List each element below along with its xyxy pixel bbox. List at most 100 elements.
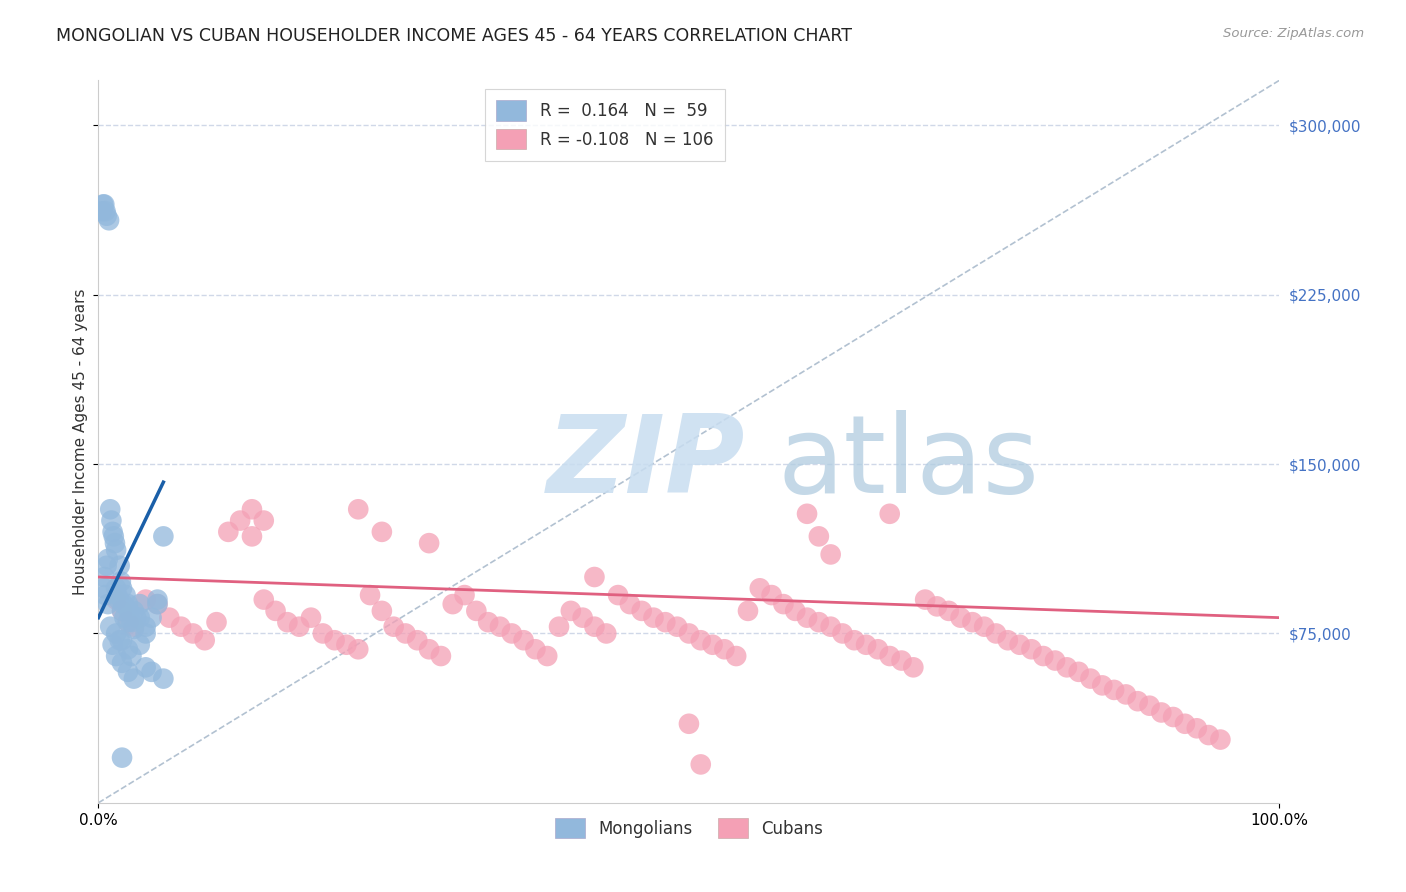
Point (253, 514, 276, 528)
Point (772, 597, 794, 611)
Point (807, 529, 830, 543)
Point (240, 502, 263, 516)
Point (122, 622, 145, 636)
Point (1139, 698, 1161, 713)
Point (107, 592, 129, 607)
Point (121, 648, 143, 663)
Point (152, 672, 174, 686)
Point (96, 558, 118, 573)
Point (103, 529, 125, 543)
Y-axis label: Householder Income Ages 45 - 64 years: Householder Income Ages 45 - 64 years (73, 288, 89, 595)
Point (1056, 660, 1078, 674)
Point (536, 648, 558, 663)
Point (93, 197, 115, 211)
Point (110, 574, 132, 589)
Point (104, 536, 127, 550)
Point (984, 626, 1007, 640)
Point (713, 642, 735, 657)
Point (571, 610, 593, 624)
Point (288, 620, 311, 634)
Point (347, 642, 370, 657)
Point (170, 620, 193, 634)
Point (111, 656, 134, 670)
Point (96, 209, 118, 223)
Point (157, 610, 180, 624)
Point (100, 514, 122, 528)
Point (938, 604, 960, 618)
Point (394, 626, 416, 640)
Point (105, 648, 128, 663)
Point (117, 665, 139, 679)
Point (382, 620, 405, 634)
Point (111, 750, 134, 764)
Point (477, 615, 499, 630)
Point (879, 507, 901, 521)
Point (135, 660, 157, 674)
Point (844, 633, 866, 648)
Point (240, 529, 263, 543)
Point (135, 626, 157, 640)
Point (807, 615, 830, 630)
Point (122, 604, 145, 618)
Point (548, 620, 571, 634)
Point (112, 597, 135, 611)
Point (111, 604, 134, 618)
Point (146, 597, 169, 611)
Point (1185, 721, 1208, 735)
Point (524, 642, 547, 657)
Point (1080, 672, 1102, 686)
Point (512, 633, 534, 648)
Point (118, 604, 141, 618)
Point (1102, 682, 1125, 697)
Point (702, 638, 724, 652)
Point (973, 620, 995, 634)
Text: ZIP: ZIP (547, 410, 745, 516)
Point (111, 604, 134, 618)
Point (94, 204, 117, 219)
Point (114, 588, 136, 602)
Legend: Mongolians, Cubans: Mongolians, Cubans (548, 812, 830, 845)
Point (465, 604, 488, 618)
Point (371, 604, 394, 618)
Point (105, 626, 128, 640)
Point (1126, 694, 1149, 708)
Point (97, 597, 120, 611)
Point (654, 615, 676, 630)
Point (619, 597, 641, 611)
Point (152, 529, 174, 543)
Point (1161, 710, 1184, 724)
Point (1198, 728, 1220, 742)
Point (748, 582, 770, 596)
Point (595, 626, 617, 640)
Point (725, 648, 748, 663)
Point (98, 502, 121, 516)
Point (796, 507, 818, 521)
Point (560, 604, 582, 618)
Point (323, 633, 346, 648)
Point (925, 599, 948, 614)
Point (94, 588, 117, 602)
Point (903, 660, 925, 674)
Point (607, 588, 630, 602)
Point (962, 615, 984, 630)
Point (111, 633, 134, 648)
Point (949, 610, 972, 624)
Point (418, 642, 440, 657)
Point (347, 502, 370, 516)
Point (253, 592, 276, 607)
Point (406, 633, 429, 648)
Point (785, 604, 807, 618)
Point (128, 638, 150, 652)
Point (146, 597, 169, 611)
Point (678, 716, 700, 731)
Point (276, 615, 298, 630)
Point (359, 588, 381, 602)
Point (105, 542, 128, 557)
Point (1021, 642, 1043, 657)
Point (643, 610, 665, 624)
Point (135, 620, 157, 634)
Point (630, 604, 652, 618)
Point (93, 570, 115, 584)
Point (997, 633, 1019, 648)
Point (1209, 732, 1232, 747)
